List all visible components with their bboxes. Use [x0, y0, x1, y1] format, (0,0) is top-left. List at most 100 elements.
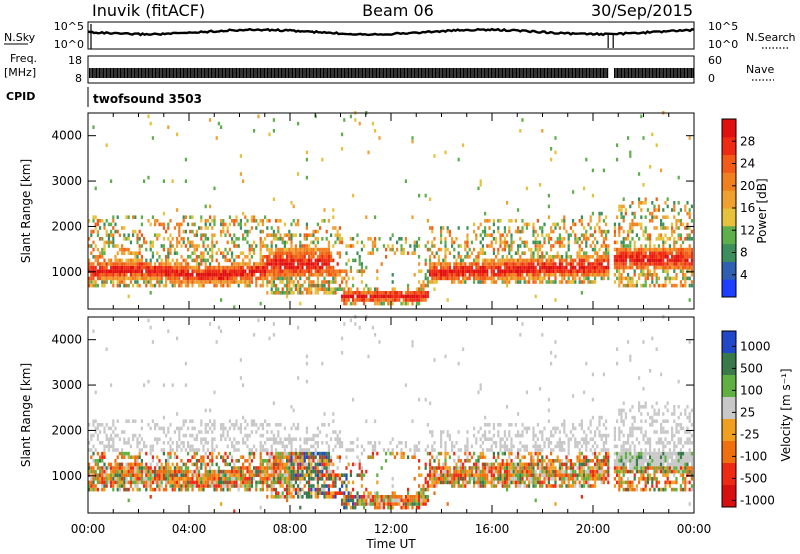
velocity-cell	[316, 477, 319, 481]
power-cell	[224, 258, 227, 263]
power-cell	[114, 265, 117, 270]
velocity-cell	[162, 383, 165, 387]
velocity-cell	[116, 419, 119, 423]
velocity-cell	[228, 469, 231, 474]
power-cell	[270, 269, 273, 273]
velocity-cell	[270, 487, 273, 492]
power-cell	[336, 233, 339, 237]
velocity-cell	[195, 448, 198, 452]
power-cell	[308, 262, 311, 266]
power-cell	[391, 291, 394, 295]
power-cell	[92, 269, 95, 273]
power-cell	[202, 255, 205, 259]
power-cell	[598, 262, 601, 266]
power-cell	[629, 262, 632, 266]
power-cell	[305, 226, 308, 230]
power-cell	[154, 269, 157, 273]
power-cell	[327, 269, 330, 273]
power-cell	[167, 262, 170, 266]
nave-bar	[649, 68, 651, 78]
power-cell	[347, 291, 350, 295]
power-cell	[682, 258, 685, 263]
power-cell	[147, 262, 150, 266]
power-cell	[671, 265, 674, 270]
power-cell	[189, 215, 192, 219]
nave-bar	[511, 68, 513, 78]
velocity-cell	[283, 426, 286, 431]
power-cell	[327, 255, 330, 259]
power-cell	[160, 222, 163, 227]
power-cell	[578, 251, 581, 255]
power-cell	[178, 226, 181, 230]
power-cell	[235, 265, 238, 270]
velocity-cell	[277, 491, 280, 495]
velocity-cell	[288, 455, 291, 459]
velocity-cell	[308, 491, 311, 495]
velocity-cell	[103, 480, 106, 485]
velocity-cell	[360, 495, 363, 499]
power-cell	[270, 287, 273, 291]
velocity-cell	[169, 444, 172, 449]
velocity-cell	[270, 437, 273, 441]
velocity-cell	[200, 477, 203, 481]
freq-strip-frame	[87, 55, 695, 84]
nave-bar	[202, 68, 204, 78]
velocity-cell	[200, 430, 203, 434]
power-cell	[640, 255, 643, 259]
power-cell	[248, 283, 251, 288]
power-cell	[202, 244, 205, 248]
power-cell	[319, 255, 322, 259]
power-cell	[171, 244, 174, 248]
power-cell	[136, 265, 139, 270]
velocity-cell	[114, 448, 117, 452]
power-cell	[374, 294, 377, 299]
power-cell	[671, 251, 674, 255]
power-cell	[112, 244, 115, 248]
power-cell	[138, 251, 141, 255]
power-cell	[259, 262, 262, 266]
velocity-cell	[341, 351, 344, 355]
power-cell	[206, 265, 209, 270]
power-cell	[506, 233, 509, 237]
power-cell	[442, 273, 445, 277]
velocity-cell	[325, 462, 328, 467]
power-cell	[404, 301, 407, 306]
power-cell	[279, 269, 282, 273]
power-cell	[314, 251, 317, 255]
power-cell	[250, 244, 253, 248]
velocity-cell	[107, 437, 110, 441]
velocity-cell	[226, 444, 229, 449]
velocity-cell	[369, 491, 372, 495]
power-cell	[277, 247, 280, 252]
velocity-cell	[303, 491, 306, 495]
power-cell	[629, 247, 632, 252]
power-cell	[286, 269, 289, 273]
power-cell	[270, 233, 273, 237]
power-cell	[171, 269, 174, 273]
power-cell	[622, 240, 625, 245]
power-cell	[288, 233, 291, 237]
power-cell	[367, 298, 370, 302]
power-cell	[589, 226, 592, 230]
power-cell	[138, 237, 141, 241]
power-cell	[534, 244, 537, 248]
power-cell	[191, 229, 194, 234]
velocity-cell	[323, 412, 326, 416]
velocity-cell	[358, 502, 361, 506]
power-cell	[303, 237, 306, 241]
nave-bar	[672, 68, 674, 78]
power-cell	[690, 265, 693, 270]
velocity-cell	[112, 469, 115, 474]
power-cell	[380, 298, 383, 302]
power-cell	[561, 244, 564, 248]
power-cell	[541, 276, 544, 281]
power-cell	[519, 229, 522, 234]
power-cell	[466, 269, 469, 273]
power-cell	[272, 237, 275, 241]
power-cell	[363, 291, 366, 295]
velocity-cell	[127, 466, 130, 470]
power-cell	[655, 215, 658, 219]
power-cell	[671, 208, 674, 212]
power-cell	[624, 237, 627, 241]
power-cell	[598, 229, 601, 234]
